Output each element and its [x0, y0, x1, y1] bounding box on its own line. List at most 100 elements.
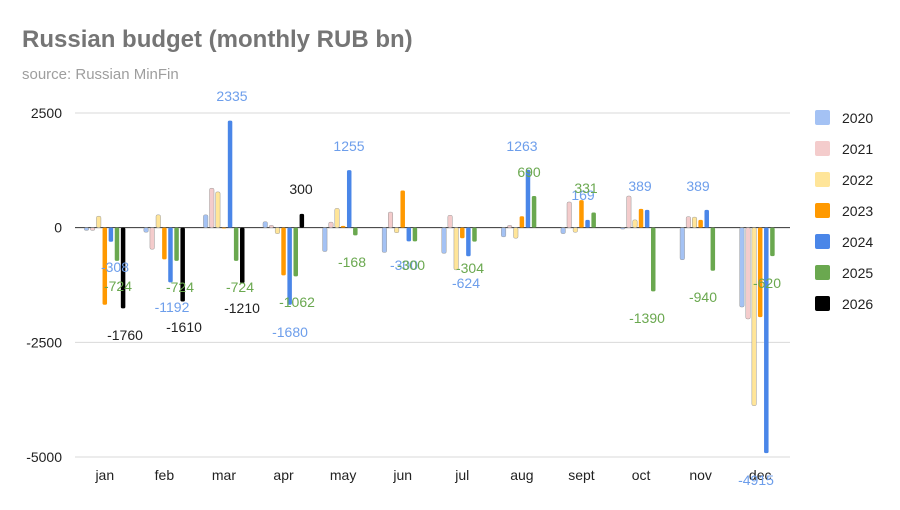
legend-label: 2026: [842, 295, 874, 312]
data-label: -940: [689, 289, 717, 305]
bar-2024-mar: [227, 120, 233, 228]
data-label: 1263: [506, 138, 537, 154]
data-label: 690: [517, 164, 541, 180]
bar-2022-apr: [274, 227, 280, 234]
bar-2020-apr: [262, 221, 268, 228]
legend-item-2021[interactable]: 2021: [815, 133, 873, 164]
legend-label: 2025: [842, 264, 874, 281]
bar-2022-nov: [692, 216, 698, 228]
data-label: -4915: [738, 472, 774, 488]
x-tick-label: oct: [632, 467, 651, 483]
data-label: -304: [456, 260, 484, 276]
bar-2024-oct: [644, 209, 650, 228]
legend-label: 2022: [842, 171, 874, 188]
x-tick-label: feb: [155, 467, 175, 483]
bar-2024-dec: [764, 227, 769, 454]
bar-2026-mar: [240, 227, 245, 284]
bar-2022-may: [334, 208, 340, 228]
data-label: -1210: [224, 300, 260, 316]
bar-2020-nov: [679, 227, 685, 261]
legend-swatch-icon: [815, 203, 830, 218]
legend-item-2026[interactable]: 2026: [815, 288, 873, 319]
data-label: -624: [452, 275, 480, 291]
bar-2023-jul: [460, 227, 465, 239]
bar-2024-feb: [168, 227, 173, 283]
bar-2022-jun: [394, 227, 400, 233]
bar-2025-jul: [472, 227, 477, 242]
data-label: 300: [289, 181, 313, 197]
legend-item-2020[interactable]: 2020: [815, 102, 873, 133]
chart-subtitle: source: Russian MinFin: [22, 66, 179, 83]
bar-2020-jun: [381, 227, 387, 253]
legend-label: 2024: [842, 233, 874, 250]
legend-swatch-icon: [815, 234, 830, 249]
bar-2024-aug: [525, 169, 531, 228]
bar-2023-dec: [757, 227, 763, 318]
bar-2026-jan: [120, 227, 126, 309]
bar-2022-dec: [751, 227, 757, 406]
bar-2020-may: [322, 227, 328, 252]
bar-2025-feb: [174, 227, 179, 261]
bar-2020-aug: [501, 227, 507, 238]
x-tick-label: jun: [392, 467, 412, 483]
data-label: 1255: [333, 138, 364, 154]
legend-item-2023[interactable]: 2023: [815, 195, 873, 226]
bar-2024-nov: [704, 209, 709, 228]
bar-2024-jun: [406, 227, 412, 242]
data-label: 2335: [216, 88, 247, 104]
legend-item-2025[interactable]: 2025: [815, 257, 873, 288]
data-label: 389: [628, 178, 652, 194]
bar-2024-apr: [287, 227, 292, 305]
legend-swatch-icon: [815, 296, 830, 311]
x-tick-label: aug: [510, 467, 533, 483]
bar-2022-aug: [513, 227, 519, 239]
bar-2022-oct: [632, 219, 638, 228]
bar-2020-feb: [143, 227, 149, 233]
y-tick-label: -5000: [26, 449, 62, 465]
bar-2022-sept: [572, 227, 578, 233]
x-tick-label: mar: [212, 467, 236, 483]
bar-2020-sept: [560, 227, 566, 234]
legend-item-2024[interactable]: 2024: [815, 226, 873, 257]
legend-swatch-icon: [815, 141, 830, 156]
bar-2021-jul: [447, 215, 453, 228]
bar-2025-aug: [531, 196, 537, 228]
x-tick-label: jul: [454, 467, 469, 483]
bar-2023-feb: [162, 227, 167, 260]
bar-2023-nov: [698, 219, 703, 228]
data-label: 331: [574, 180, 598, 196]
bar-2023-oct: [638, 208, 644, 228]
x-tick-label: dec: [749, 467, 772, 483]
bar-2020-jan: [83, 227, 89, 231]
legend-swatch-icon: [815, 265, 830, 280]
y-tick-label: 2500: [31, 105, 62, 121]
x-tick-label: sept: [568, 467, 595, 483]
data-label: -724: [104, 278, 132, 294]
bar-2025-jun: [412, 227, 418, 242]
bar-2022-feb: [155, 214, 161, 228]
bar-2023-jun: [400, 190, 405, 228]
bar-2021-jan: [90, 227, 96, 231]
data-label: 169: [571, 187, 595, 203]
bar-2025-apr: [293, 227, 298, 277]
bar-2023-apr: [281, 227, 286, 276]
bar-2023-may: [340, 225, 346, 228]
data-label: -620: [753, 275, 781, 291]
bar-2025-sept: [591, 212, 596, 228]
bar-2022-mar: [215, 191, 221, 228]
bar-2021-feb: [149, 227, 155, 250]
bar-2021-may: [328, 221, 334, 228]
legend-swatch-icon: [815, 110, 830, 125]
bar-2023-sept: [579, 200, 584, 228]
legend-label: 2021: [842, 140, 874, 157]
bar-2021-nov: [685, 216, 691, 228]
legend-item-2022[interactable]: 2022: [815, 164, 873, 195]
data-label: -308: [101, 259, 129, 275]
chart-title: Russian budget (monthly RUB bn): [22, 26, 413, 53]
data-label: -1390: [629, 310, 665, 326]
bar-2021-mar: [209, 187, 215, 228]
legend-label: 2020: [842, 109, 874, 126]
bar-2025-mar: [233, 227, 239, 261]
bar-2024-may: [346, 170, 352, 228]
